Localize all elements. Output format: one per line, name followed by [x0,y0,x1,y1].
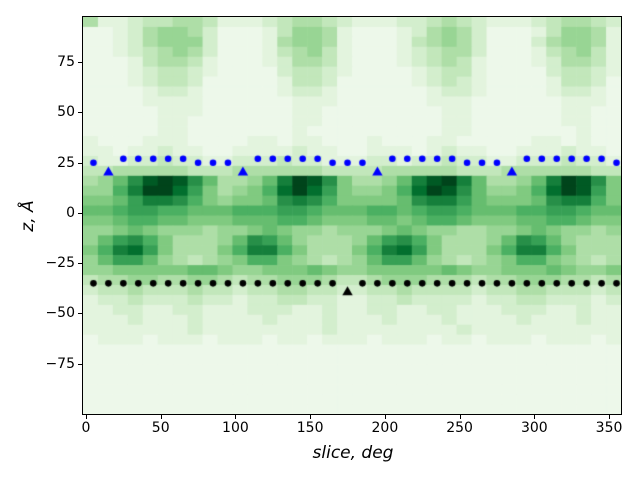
x-tick-label: 0 [81,420,91,436]
x-tick-mark [310,415,312,419]
y-tick-label: −25 [45,255,75,272]
y-axis-label: z, Å [18,200,38,232]
x-tick-label: 250 [446,420,473,436]
x-tick-mark [85,415,87,419]
y-tick-mark [78,363,82,365]
y-tick-label: −50 [45,305,75,322]
y-tick-mark [78,263,82,265]
x-tick-label: 150 [296,420,324,436]
x-tick-label: 200 [371,420,399,436]
x-axis-label: slice, deg [312,443,394,463]
heatmap-canvas [83,17,621,414]
y-tick-mark [78,162,82,164]
y-tick-mark [78,212,82,214]
x-tick-label: 50 [151,420,170,436]
x-tick-mark [235,415,237,419]
plot-area [82,16,622,415]
y-tick-label: 0 [66,204,75,221]
y-tick-label: −75 [45,355,75,372]
y-tick-label: 75 [57,54,75,71]
y-tick-mark [78,62,82,64]
y-tick-label: 25 [57,154,75,171]
y-tick-mark [78,313,82,315]
x-tick-mark [160,415,162,419]
x-tick-mark [459,415,461,419]
x-tick-label: 100 [222,420,249,436]
x-tick-mark [609,415,611,419]
x-tick-label: 350 [595,420,623,436]
y-tick-label: 50 [57,104,75,121]
x-tick-mark [384,415,386,419]
y-tick-mark [78,112,82,114]
x-tick-label: 300 [520,420,548,436]
x-tick-mark [534,415,536,419]
